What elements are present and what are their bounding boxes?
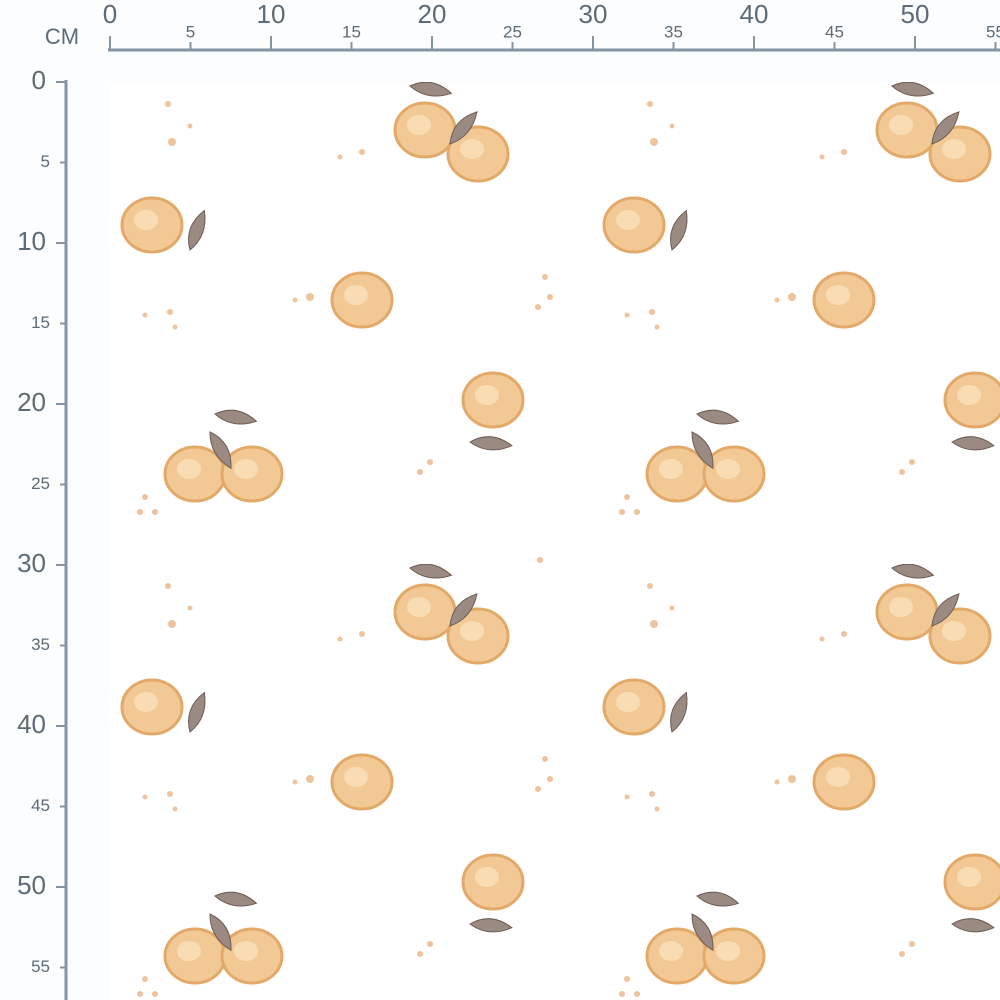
left-tick-label: 45 bbox=[31, 796, 50, 815]
lemon-pattern bbox=[110, 82, 1000, 1000]
top-tick-label: 35 bbox=[664, 22, 683, 41]
top-tick-label: 40 bbox=[740, 0, 769, 29]
left-tick-label: 30 bbox=[17, 548, 46, 578]
left-tick-label: 10 bbox=[17, 226, 46, 256]
top-tick-label: 25 bbox=[503, 22, 522, 41]
top-tick-label: 45 bbox=[825, 22, 844, 41]
top-tick-label: 5 bbox=[186, 22, 195, 41]
top-tick-label: 55 bbox=[986, 22, 1000, 41]
top-tick-label: 20 bbox=[418, 0, 447, 29]
left-tick-label: 15 bbox=[31, 313, 50, 332]
left-tick-label: 0 bbox=[32, 65, 46, 95]
left-tick-label: 5 bbox=[41, 152, 50, 171]
top-tick-label: 15 bbox=[342, 22, 361, 41]
left-tick-label: 20 bbox=[17, 387, 46, 417]
unit-label: CM bbox=[45, 24, 79, 49]
left-tick-label: 35 bbox=[31, 635, 50, 654]
top-tick-label: 10 bbox=[257, 0, 286, 29]
left-tick-label: 40 bbox=[17, 709, 46, 739]
top-tick-label: 0 bbox=[103, 0, 117, 29]
left-tick-label: 55 bbox=[31, 957, 50, 976]
left-tick-label: 50 bbox=[17, 870, 46, 900]
top-tick-label: 50 bbox=[901, 0, 930, 29]
left-tick-label: 25 bbox=[31, 474, 50, 493]
top-tick-label: 30 bbox=[579, 0, 608, 29]
